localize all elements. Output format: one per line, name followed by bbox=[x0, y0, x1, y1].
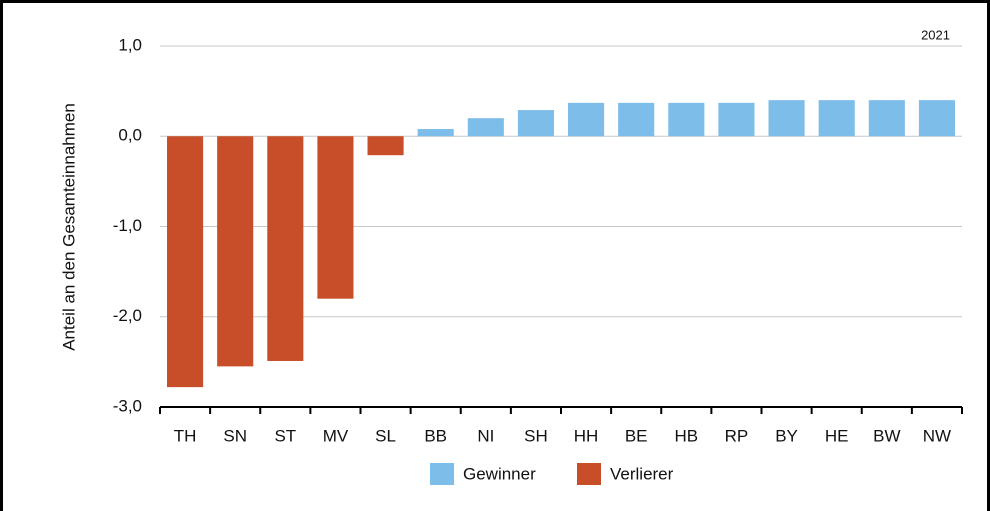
legend-label: Verlierer bbox=[610, 464, 674, 483]
bar bbox=[467, 118, 504, 137]
bar bbox=[568, 102, 605, 137]
y-tick-label: 1,0 bbox=[118, 35, 142, 54]
bar bbox=[267, 136, 304, 361]
y-axis-label: Anteil an den Gesamteinnahmen bbox=[59, 103, 78, 351]
x-tick-label: MV bbox=[323, 426, 349, 445]
bar bbox=[818, 100, 855, 137]
x-tick-label: BE bbox=[625, 426, 648, 445]
bar bbox=[317, 136, 354, 299]
y-tick-label: -1,0 bbox=[113, 216, 142, 235]
bar bbox=[918, 100, 955, 137]
legend-label: Gewinner bbox=[463, 464, 536, 483]
bar bbox=[768, 100, 805, 137]
y-tick-label: -2,0 bbox=[113, 306, 142, 325]
x-tick-label: NI bbox=[477, 426, 494, 445]
x-tick-label: ST bbox=[274, 426, 296, 445]
bar bbox=[367, 136, 404, 156]
bar bbox=[417, 129, 454, 137]
x-tick-label: BB bbox=[424, 426, 447, 445]
bar bbox=[618, 102, 655, 137]
y-tick-label: 0,0 bbox=[118, 126, 142, 145]
legend-swatch bbox=[430, 463, 454, 485]
x-tick-label: BY bbox=[775, 426, 798, 445]
x-tick-label: SH bbox=[524, 426, 548, 445]
x-tick-label: NW bbox=[923, 426, 951, 445]
x-tick-label: SN bbox=[223, 426, 247, 445]
bar bbox=[167, 136, 204, 388]
x-tick-label: HB bbox=[675, 426, 699, 445]
x-tick-label: HE bbox=[825, 426, 849, 445]
bar bbox=[517, 110, 554, 137]
bar bbox=[868, 100, 905, 137]
annotation: 2021 bbox=[921, 27, 950, 42]
bar bbox=[217, 136, 254, 367]
legend-swatch bbox=[577, 463, 601, 485]
x-tick-label: SL bbox=[375, 426, 396, 445]
x-tick-label: TH bbox=[174, 426, 197, 445]
x-tick-label: RP bbox=[725, 426, 749, 445]
bar bbox=[668, 102, 705, 137]
x-tick-label: BW bbox=[873, 426, 900, 445]
x-tick-label: HH bbox=[574, 426, 599, 445]
y-tick-label: -3,0 bbox=[113, 396, 142, 415]
bar bbox=[718, 102, 755, 137]
